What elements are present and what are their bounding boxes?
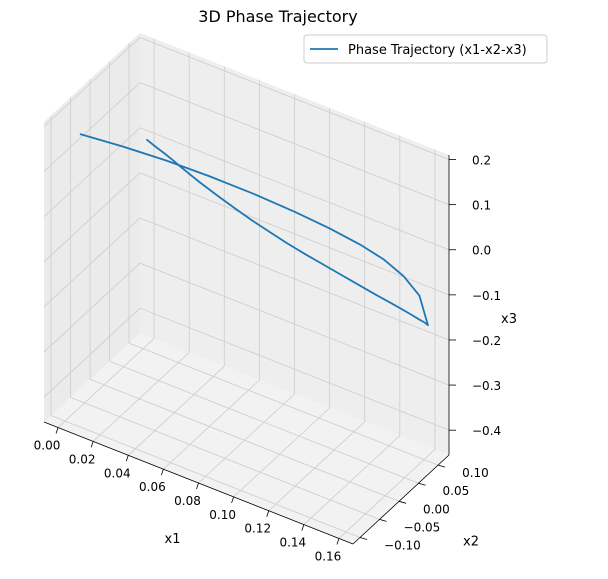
x-tick-label: 0.10 [209, 508, 236, 522]
x-grid-line-floor [198, 393, 295, 484]
y-tick-label: 0.10 [462, 466, 489, 480]
y-tick-mark [379, 519, 387, 522]
x-grid-line-floor [128, 365, 225, 456]
x-tick-mark [231, 496, 234, 503]
x-tick-label: 0.00 [34, 439, 61, 453]
y-axis-label: x2 [463, 535, 479, 550]
z-grid-line-back [139, 262, 450, 386]
x-tick-mark [266, 510, 270, 517]
z-tick-label: −0.4 [472, 424, 501, 438]
z-grid-line-wall [43, 82, 141, 172]
y-grid-line-floor [50, 415, 361, 538]
z-grid-line-back [139, 217, 450, 341]
x-grid-line-floor [92, 352, 190, 442]
x-tick-mark [336, 538, 340, 545]
z-tick-label: 0.2 [472, 154, 491, 168]
x-tick-label: 0.16 [315, 549, 342, 563]
y-grid-line-floor [89, 378, 400, 502]
y-tick-label: 0.00 [423, 502, 450, 516]
z-grid-line-back [139, 82, 450, 205]
x-tick-mark [90, 441, 94, 448]
x-grid-line-floor [233, 407, 330, 498]
legend-entry-label: Phase Trajectory (x1-x2-x3) [348, 43, 527, 58]
x-tick-mark [125, 455, 129, 462]
x-tick-mark [301, 524, 305, 531]
y-tick-mark [359, 537, 368, 540]
x-tick-label: 0.06 [139, 480, 166, 494]
x-grid-line-floor [338, 449, 436, 539]
z-tick-label: −0.3 [472, 379, 501, 393]
grid-lines [43, 37, 450, 539]
y-tick-label: −0.10 [384, 538, 421, 552]
x-tick-mark [161, 469, 164, 476]
left-wall-pane [44, 33, 140, 422]
z-grid-line-back [139, 127, 450, 251]
y-tick-mark [398, 500, 407, 504]
z-axis-label: x3 [501, 312, 517, 327]
x-grid-line-floor [57, 338, 155, 428]
x-grid-line-floor [268, 421, 365, 512]
y-grid-line-floor [70, 397, 380, 520]
z-grid-line-wall [43, 217, 141, 308]
chart-title: 3D Phase Trajectory [198, 7, 357, 26]
z-grid-line-wall [43, 172, 141, 263]
z-grid-line-wall [43, 307, 141, 398]
z-grid-line-back [139, 37, 450, 160]
z-grid-line-wall [43, 37, 141, 127]
z-grid-line-wall [43, 127, 141, 218]
z-tick-label: −0.1 [472, 289, 501, 303]
x-tick-label: 0.12 [244, 522, 271, 536]
x-tick-label: 0.04 [104, 466, 131, 480]
y-tick-label: −0.05 [404, 520, 441, 534]
z-grid-line-back [139, 172, 450, 296]
z-tick-label: 0.0 [472, 244, 491, 258]
x-axis-label: x1 [165, 532, 181, 547]
x-tick-label: 0.14 [279, 536, 306, 550]
series-line-0 [79, 133, 429, 327]
x-tick-mark [196, 482, 199, 490]
z-tick-label: −0.2 [472, 334, 501, 348]
z-grid-line-back [139, 307, 450, 431]
x-tick-label: 0.08 [174, 494, 201, 508]
x-grid-line-floor [163, 379, 260, 470]
z-grid-line-wall [43, 262, 141, 353]
y-tick-mark [418, 482, 426, 486]
legend-frame [303, 34, 548, 64]
x-grid-line-floor [303, 435, 401, 525]
y-axis-line [352, 454, 450, 545]
y-grid-line-floor [128, 342, 439, 466]
legend: Phase Trajectory (x1-x2-x3) [303, 34, 548, 64]
y-grid-line-floor [109, 360, 419, 484]
z-tick-label: 0.1 [472, 199, 491, 213]
plot-area [79, 133, 429, 327]
y-tick-mark [437, 464, 446, 468]
x-tick-label: 0.02 [69, 452, 96, 466]
y-tick-label: 0.05 [443, 484, 470, 498]
x-tick-mark [55, 427, 59, 434]
axis-ticks: 0.00 0.02 0.04 0.06 0.08 0.10 0.12 0.14 0.16 −0.1… [34, 154, 501, 564]
